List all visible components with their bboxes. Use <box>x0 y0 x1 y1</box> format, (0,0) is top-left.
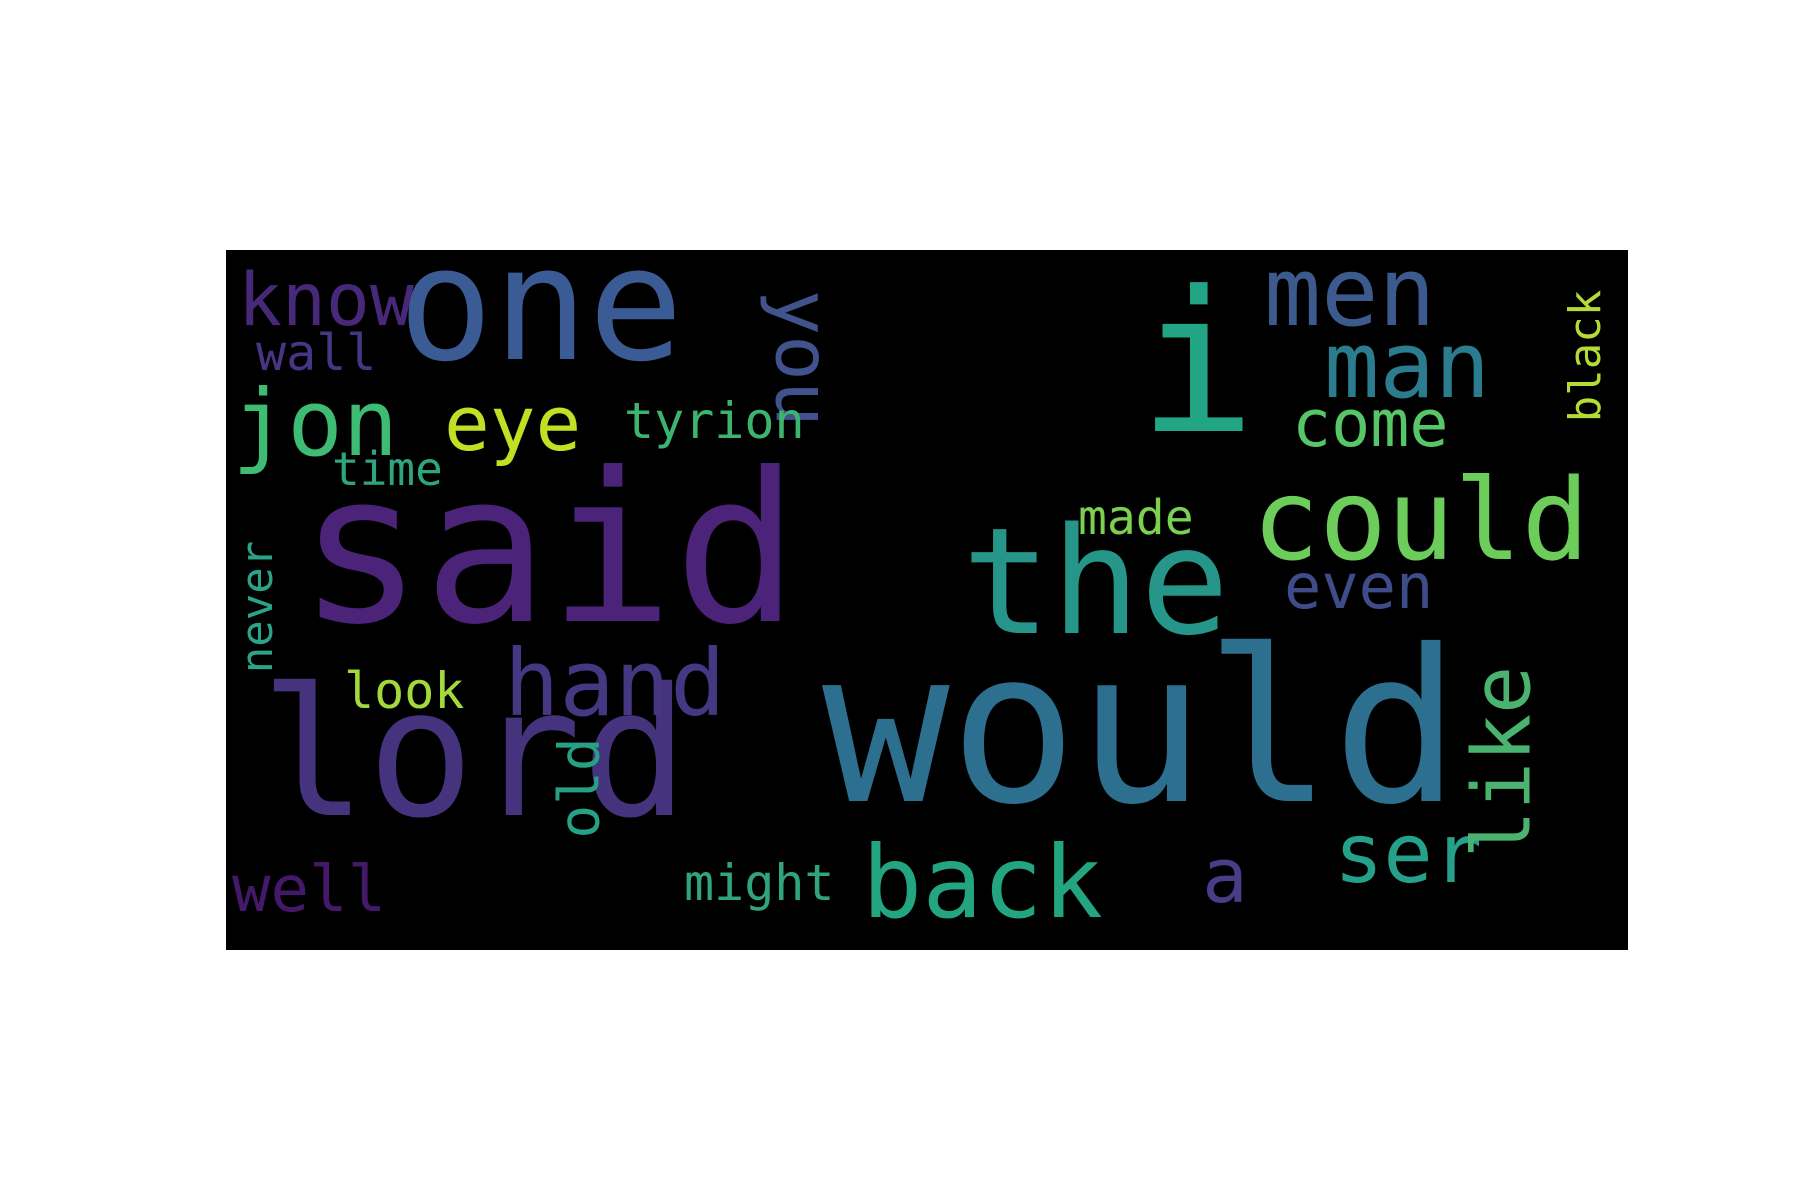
word-might: might <box>684 854 835 912</box>
word-jon: jon <box>232 370 399 477</box>
word-hand: hand <box>504 630 726 737</box>
word-well: well <box>232 853 387 927</box>
word-black: black <box>1560 289 1612 423</box>
word-like: like <box>1455 665 1549 859</box>
word-said: said <box>298 429 799 671</box>
word-one: one <box>398 250 684 397</box>
word-the: the <box>962 496 1230 668</box>
word-tyrion: tyrion <box>624 392 805 450</box>
word-eye: eye <box>444 379 582 468</box>
word-cloud: one said would lord the i could back han… <box>226 250 1628 950</box>
word-made: made <box>1078 490 1194 546</box>
word-wall: wall <box>256 324 377 382</box>
word-men: men <box>1264 250 1436 348</box>
word-man: man <box>1324 312 1491 419</box>
word-back: back <box>862 824 1103 941</box>
word-lord: lord <box>260 650 689 857</box>
word-come: come <box>1292 387 1449 462</box>
word-could: could <box>1252 456 1590 586</box>
word-time: time <box>332 442 443 496</box>
word-i: i <box>1138 250 1257 478</box>
word-ser: ser <box>1334 807 1483 902</box>
word-look: look <box>344 662 465 720</box>
word-a: a <box>1202 831 1248 920</box>
word-never: never <box>232 540 284 674</box>
word-know: know <box>238 258 414 343</box>
word-old: old <box>547 737 613 839</box>
word-would: would <box>822 604 1461 851</box>
word-even: even <box>1284 550 1434 623</box>
